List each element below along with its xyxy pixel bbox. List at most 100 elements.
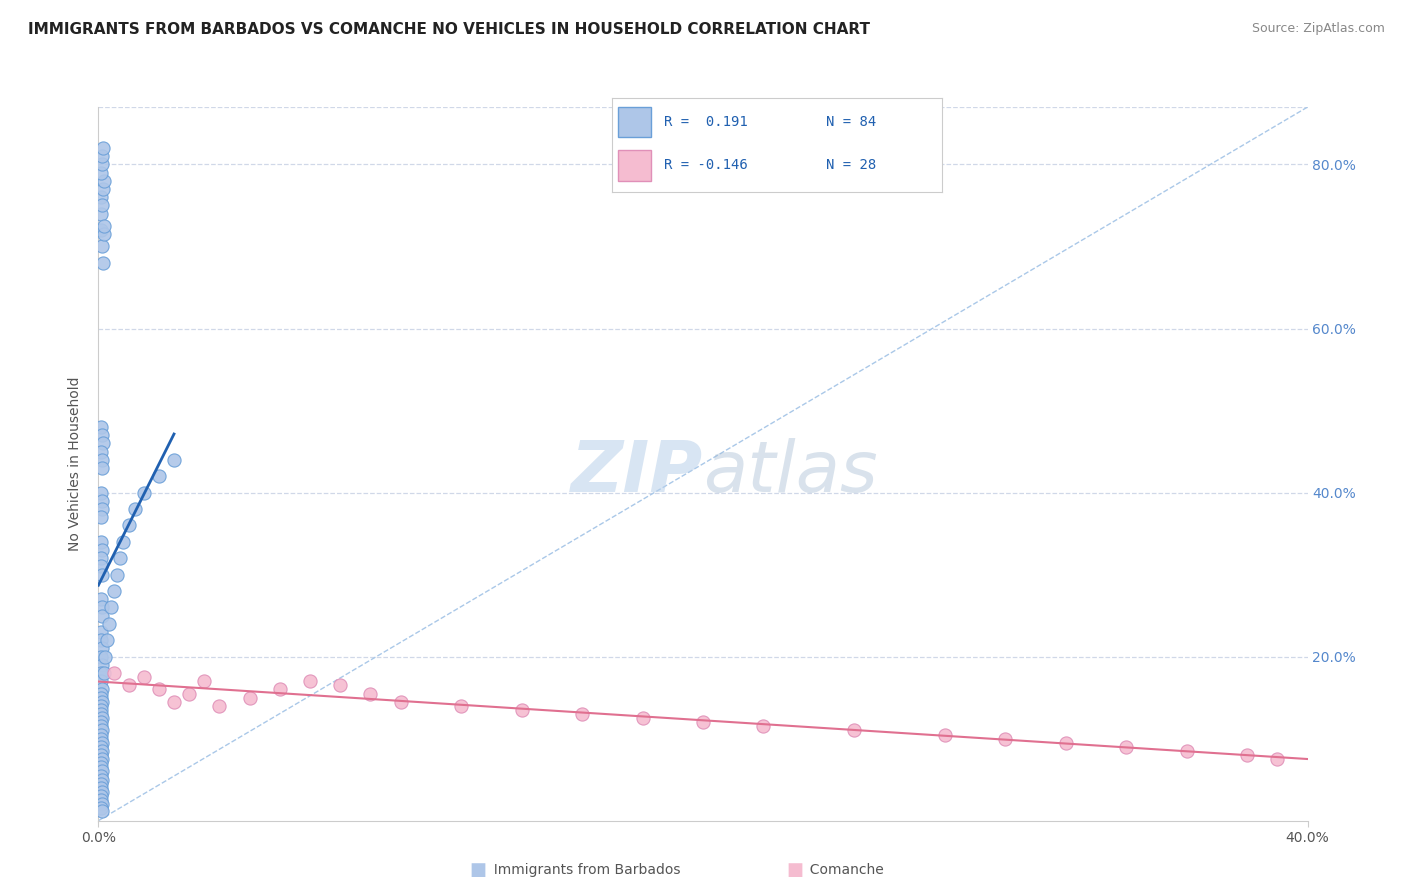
Point xyxy=(132,670,155,684)
Text: N = 84: N = 84 xyxy=(827,115,876,129)
Point xyxy=(90,534,112,549)
Point xyxy=(510,703,533,717)
Y-axis label: No Vehicles in Household: No Vehicles in Household xyxy=(69,376,83,551)
Point xyxy=(299,674,322,689)
Point xyxy=(193,674,215,689)
Point xyxy=(90,485,112,500)
Point xyxy=(91,436,114,450)
Point xyxy=(90,223,112,237)
Point xyxy=(111,534,134,549)
Point xyxy=(90,727,112,741)
Point xyxy=(90,703,112,717)
Point xyxy=(90,166,112,180)
Point xyxy=(90,715,112,730)
Text: IMMIGRANTS FROM BARBADOS VS COMANCHE NO VEHICLES IN HOUSEHOLD CORRELATION CHART: IMMIGRANTS FROM BARBADOS VS COMANCHE NO … xyxy=(28,22,870,37)
Point xyxy=(91,744,114,758)
Point xyxy=(752,719,775,733)
Point xyxy=(91,804,114,818)
Point xyxy=(90,736,112,750)
Point xyxy=(90,747,112,762)
Point xyxy=(994,731,1017,746)
Point xyxy=(90,706,112,721)
Point xyxy=(90,641,112,656)
Point xyxy=(90,695,112,709)
Text: Comanche: Comanche xyxy=(801,863,884,877)
Point xyxy=(90,723,112,738)
Point xyxy=(93,665,115,680)
Point xyxy=(91,797,114,812)
Point xyxy=(148,469,170,483)
Point xyxy=(90,739,112,754)
Point xyxy=(96,633,118,648)
Point xyxy=(329,678,352,692)
Point xyxy=(1115,739,1137,754)
Point xyxy=(90,543,112,558)
Point xyxy=(91,461,114,475)
Bar xyxy=(619,106,651,137)
Point xyxy=(118,678,141,692)
Point xyxy=(91,239,114,253)
Text: R = -0.146: R = -0.146 xyxy=(665,158,748,172)
Point xyxy=(90,674,112,689)
Point xyxy=(90,756,112,771)
Point xyxy=(91,428,114,442)
Point xyxy=(1236,747,1258,762)
Point xyxy=(90,789,112,803)
Point xyxy=(934,727,956,741)
Point xyxy=(93,219,115,233)
Text: atlas: atlas xyxy=(703,438,877,508)
Text: ■: ■ xyxy=(786,861,803,879)
Point xyxy=(90,731,112,746)
Point xyxy=(90,633,112,648)
Point xyxy=(91,608,114,623)
Point xyxy=(91,149,114,163)
Point xyxy=(90,625,112,640)
Point xyxy=(163,452,186,467)
Point xyxy=(124,502,146,516)
Point xyxy=(90,690,112,705)
Point xyxy=(1175,744,1198,758)
Point xyxy=(93,174,115,188)
Point xyxy=(91,256,114,270)
Point xyxy=(163,695,186,709)
Point xyxy=(360,686,382,700)
Point xyxy=(94,649,117,664)
Point xyxy=(90,698,112,713)
Text: Source: ZipAtlas.com: Source: ZipAtlas.com xyxy=(1251,22,1385,36)
Point xyxy=(91,198,114,212)
Point xyxy=(90,793,112,807)
Text: Immigrants from Barbados: Immigrants from Barbados xyxy=(485,863,681,877)
Point xyxy=(90,444,112,458)
Point xyxy=(91,141,114,155)
Point xyxy=(90,686,112,700)
Point xyxy=(90,559,112,574)
Point xyxy=(90,752,112,766)
Point xyxy=(90,502,112,516)
Point xyxy=(98,616,121,631)
Text: ZIP: ZIP xyxy=(571,438,703,508)
Point xyxy=(90,551,112,566)
Point xyxy=(90,649,112,664)
Point xyxy=(118,518,141,533)
Point xyxy=(91,182,114,196)
Point xyxy=(148,682,170,697)
Point xyxy=(91,567,114,582)
Point xyxy=(239,690,262,705)
Point xyxy=(90,592,112,607)
Point xyxy=(450,698,472,713)
Point xyxy=(90,772,112,787)
Point xyxy=(91,493,114,508)
Point xyxy=(93,227,115,242)
Point xyxy=(90,420,112,434)
Point xyxy=(90,600,112,615)
Point xyxy=(103,584,125,599)
Point xyxy=(389,695,412,709)
Point xyxy=(1054,736,1077,750)
Point xyxy=(103,665,125,680)
Point xyxy=(90,768,112,782)
Bar xyxy=(619,150,651,180)
Text: R =  0.191: R = 0.191 xyxy=(665,115,748,129)
Point xyxy=(90,207,112,221)
Point xyxy=(90,510,112,524)
Point xyxy=(90,682,112,697)
